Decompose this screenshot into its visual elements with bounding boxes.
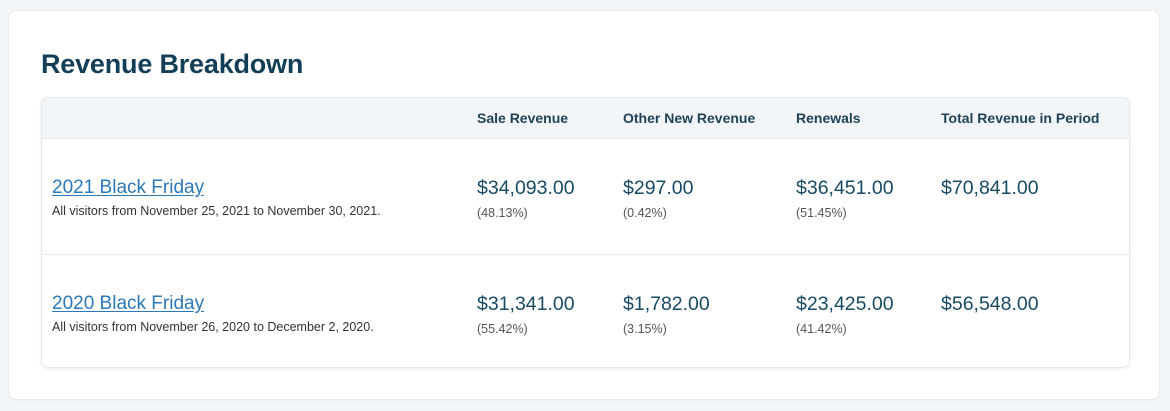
renewals-percent: (41.42%) — [796, 322, 847, 336]
page-title: Revenue Breakdown — [41, 49, 304, 79]
sale-revenue-percent: (55.42%) — [477, 322, 528, 336]
other-new-revenue-percent: (0.42%) — [623, 206, 667, 220]
sale-revenue-amount: $34,093.00 — [477, 177, 575, 199]
revenue-breakdown-card: Revenue Breakdown Sale Revenue Other New… — [8, 10, 1160, 400]
campaign-description: All visitors from November 26, 2020 to D… — [52, 320, 374, 334]
renewals-cell: $36,451.00 (51.45%) — [796, 177, 894, 220]
sale-revenue-cell: $31,341.00 (55.42%) — [477, 293, 575, 336]
column-header-total-revenue: Total Revenue in Period — [941, 110, 1100, 126]
sale-revenue-amount: $31,341.00 — [477, 293, 575, 315]
total-revenue-cell: $70,841.00 — [941, 177, 1039, 200]
total-revenue-cell: $56,548.00 — [941, 293, 1039, 316]
table-row: 2020 Black Friday All visitors from Nove… — [42, 254, 1129, 367]
campaign-cell: 2020 Black Friday All visitors from Nove… — [52, 293, 374, 334]
sale-revenue-percent: (48.13%) — [477, 206, 528, 220]
campaign-link[interactable]: 2021 Black Friday — [52, 177, 205, 198]
renewals-amount: $23,425.00 — [796, 293, 894, 315]
total-revenue-amount: $70,841.00 — [941, 177, 1039, 199]
total-revenue-amount: $56,548.00 — [941, 293, 1039, 315]
table-row: 2021 Black Friday All visitors from Nove… — [42, 139, 1129, 254]
column-header-other-new-revenue: Other New Revenue — [623, 110, 756, 126]
table-header: Sale Revenue Other New Revenue Renewals … — [42, 98, 1129, 139]
renewals-percent: (51.45%) — [796, 206, 847, 220]
renewals-cell: $23,425.00 (41.42%) — [796, 293, 894, 336]
other-new-revenue-amount: $1,782.00 — [623, 293, 710, 315]
campaign-cell: 2021 Black Friday All visitors from Nove… — [52, 177, 381, 218]
other-new-revenue-cell: $297.00 (0.42%) — [623, 177, 694, 220]
campaign-link[interactable]: 2020 Black Friday — [52, 293, 205, 314]
revenue-table: Sale Revenue Other New Revenue Renewals … — [41, 97, 1130, 368]
column-header-renewals: Renewals — [796, 110, 861, 126]
other-new-revenue-amount: $297.00 — [623, 177, 694, 199]
other-new-revenue-cell: $1,782.00 (3.15%) — [623, 293, 710, 336]
renewals-amount: $36,451.00 — [796, 177, 894, 199]
column-header-sale-revenue: Sale Revenue — [477, 110, 569, 126]
sale-revenue-cell: $34,093.00 (48.13%) — [477, 177, 575, 220]
other-new-revenue-percent: (3.15%) — [623, 322, 667, 336]
campaign-description: All visitors from November 25, 2021 to N… — [52, 204, 381, 218]
